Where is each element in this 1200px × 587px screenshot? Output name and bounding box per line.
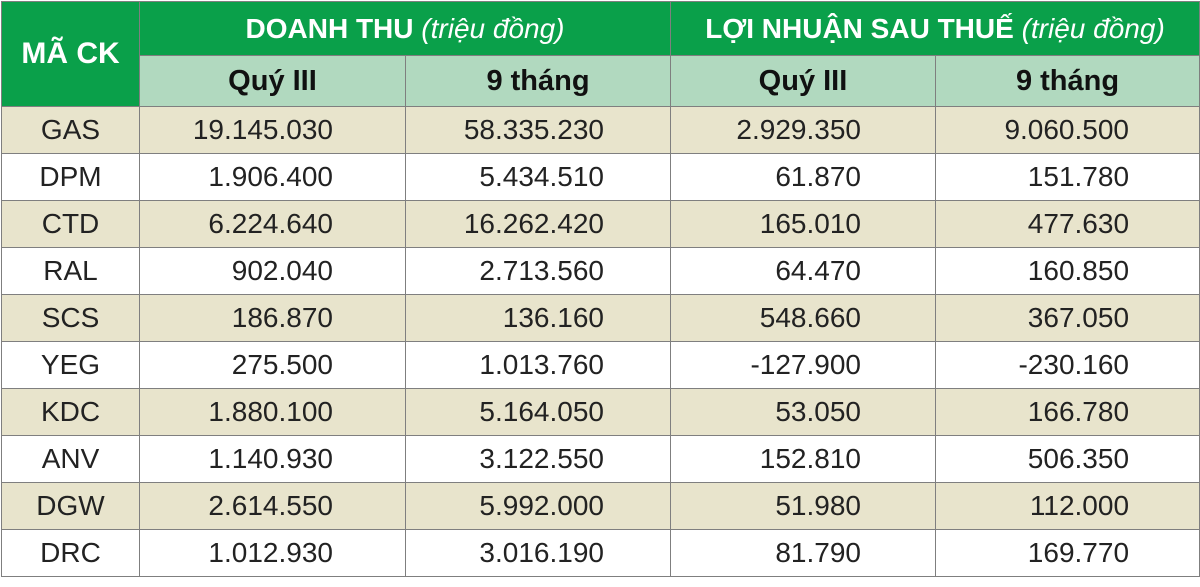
revenue-9m: 5.164.050 bbox=[405, 388, 671, 436]
profit-q3: 61.870 bbox=[670, 153, 936, 201]
revenue-9m: 3.016.190 bbox=[405, 529, 671, 577]
profit-q3: 165.010 bbox=[670, 200, 936, 248]
stock-code: DPM bbox=[1, 153, 140, 201]
profit-q3: 81.790 bbox=[670, 529, 936, 577]
revenue-9m: 136.160 bbox=[405, 294, 671, 342]
table-row: DPM 1.906.400 5.434.510 61.870 151.780 bbox=[1, 153, 1200, 201]
table-row: YEG 275.500 1.013.760 -127.900 -230.160 bbox=[1, 341, 1200, 389]
table-row: ANV 1.140.930 3.122.550 152.810 506.350 bbox=[1, 435, 1200, 483]
revenue-q3: 275.500 bbox=[139, 341, 406, 389]
profit-9m: 151.780 bbox=[934, 153, 1200, 201]
table-row: DRC 1.012.930 3.016.190 81.790 169.770 bbox=[1, 529, 1200, 577]
revenue-9m: 2.713.560 bbox=[405, 247, 671, 295]
profit-title: LỢI NHUẬN SAU THUẾ bbox=[705, 12, 1014, 44]
stock-code: CTD bbox=[1, 200, 140, 248]
revenue-9m: 5.434.510 bbox=[405, 153, 671, 201]
profit-9m: -230.160 bbox=[934, 341, 1200, 389]
revenue-9m: 1.013.760 bbox=[405, 341, 671, 389]
profit-q3: 2.929.350 bbox=[670, 106, 936, 154]
stock-code-header: MÃ CK bbox=[1, 1, 140, 107]
profit-q3: 152.810 bbox=[670, 435, 936, 483]
profit-9m: 160.850 bbox=[934, 247, 1200, 295]
profit-group-header: LỢI NHUẬN SAU THUẾ (triệu đồng) bbox=[669, 1, 1200, 56]
profit-9m: 169.770 bbox=[934, 529, 1200, 577]
profit-q3: 64.470 bbox=[670, 247, 936, 295]
revenue-group-header: DOANH THU (triệu đồng) bbox=[139, 1, 671, 56]
profit-9m: 477.630 bbox=[934, 200, 1200, 248]
table-row: CTD 6.224.640 16.262.420 165.010 477.630 bbox=[1, 200, 1200, 248]
profit-9m-header: 9 tháng bbox=[934, 55, 1200, 107]
stock-code: GAS bbox=[1, 106, 140, 154]
profit-q3: 51.980 bbox=[670, 482, 936, 530]
profit-q3-header: Quý III bbox=[670, 55, 936, 107]
revenue-9m-header: 9 tháng bbox=[405, 55, 671, 107]
stock-code: DGW bbox=[1, 482, 140, 530]
table-body: GAS 19.145.030 58.335.230 2.929.350 9.06… bbox=[1, 106, 1200, 577]
stock-code: KDC bbox=[1, 388, 140, 436]
profit-q3: 53.050 bbox=[670, 388, 936, 436]
revenue-q3: 2.614.550 bbox=[139, 482, 406, 530]
stock-code: RAL bbox=[1, 247, 140, 295]
group-header-row: MÃ CK DOANH THU (triệu đồng) LỢI NHUẬN S… bbox=[1, 1, 1200, 107]
table-row: KDC 1.880.100 5.164.050 53.050 166.780 bbox=[1, 388, 1200, 436]
table-row: SCS 186.870 136.160 548.660 367.050 bbox=[1, 294, 1200, 342]
sub-header-row: Quý III 9 tháng Quý III 9 tháng bbox=[2, 55, 1200, 107]
revenue-9m: 16.262.420 bbox=[405, 200, 671, 248]
revenue-unit: (triệu đồng) bbox=[421, 12, 565, 44]
stock-code: SCS bbox=[1, 294, 140, 342]
revenue-q3: 1.012.930 bbox=[139, 529, 406, 577]
revenue-9m: 5.992.000 bbox=[405, 482, 671, 530]
profit-q3: 548.660 bbox=[670, 294, 936, 342]
revenue-q3: 902.040 bbox=[139, 247, 406, 295]
revenue-9m: 3.122.550 bbox=[405, 435, 671, 483]
revenue-q3-header: Quý III bbox=[139, 55, 406, 107]
stock-code: ANV bbox=[1, 435, 140, 483]
profit-unit: (triệu đồng) bbox=[1021, 12, 1165, 44]
stock-code: YEG bbox=[1, 341, 140, 389]
profit-9m: 9.060.500 bbox=[934, 106, 1200, 154]
revenue-q3: 1.140.930 bbox=[139, 435, 406, 483]
stock-code: DRC bbox=[1, 529, 140, 577]
table-row: GAS 19.145.030 58.335.230 2.929.350 9.06… bbox=[1, 106, 1200, 154]
table-row: DGW 2.614.550 5.992.000 51.980 112.000 bbox=[1, 482, 1200, 530]
revenue-9m: 58.335.230 bbox=[405, 106, 671, 154]
revenue-q3: 19.145.030 bbox=[139, 106, 406, 154]
revenue-q3: 6.224.640 bbox=[139, 200, 406, 248]
revenue-q3: 1.880.100 bbox=[139, 388, 406, 436]
profit-9m: 166.780 bbox=[934, 388, 1200, 436]
revenue-q3: 1.906.400 bbox=[139, 153, 406, 201]
profit-9m: 367.050 bbox=[934, 294, 1200, 342]
table-row: RAL 902.040 2.713.560 64.470 160.850 bbox=[1, 247, 1200, 295]
profit-9m: 506.350 bbox=[934, 435, 1200, 483]
revenue-q3: 186.870 bbox=[139, 294, 406, 342]
revenue-title: DOANH THU bbox=[245, 12, 414, 44]
profit-9m: 112.000 bbox=[934, 482, 1200, 530]
profit-q3: -127.900 bbox=[670, 341, 936, 389]
